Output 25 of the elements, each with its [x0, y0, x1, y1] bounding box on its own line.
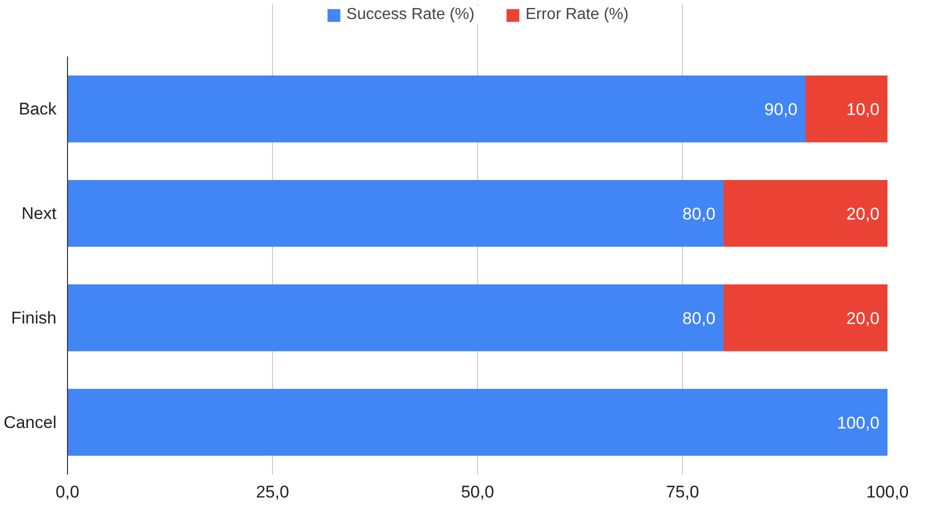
x-tick-label: 75,0 [666, 482, 700, 502]
x-tick-label: 0,0 [56, 482, 80, 502]
bar [724, 284, 888, 352]
data-label: 80,0 [682, 308, 716, 328]
bar [68, 284, 724, 352]
bar [68, 180, 724, 247]
data-label: 20,0 [846, 308, 880, 328]
x-tick-label: 50,0 [460, 482, 494, 502]
legend-label: Success Rate (%) [346, 6, 474, 24]
bar [68, 388, 888, 456]
data-label: 80,0 [682, 204, 716, 224]
bar [724, 180, 888, 247]
y-tick-label: Back [18, 99, 57, 118]
bar [68, 76, 806, 142]
y-tick-label: Cancel [4, 412, 57, 432]
data-label: 100,0 [836, 413, 880, 432]
y-tick-label: Finish [11, 308, 57, 328]
data-label: 90,0 [764, 100, 798, 119]
x-tick-label: 25,0 [256, 482, 290, 502]
x-tick-label: 100,0 [866, 482, 909, 502]
legend-label: Error Rate (%) [525, 6, 629, 24]
data-label: 20,0 [846, 204, 880, 224]
data-label: 10,0 [846, 100, 880, 119]
y-tick-label: Next [22, 204, 57, 223]
bar [806, 76, 888, 142]
